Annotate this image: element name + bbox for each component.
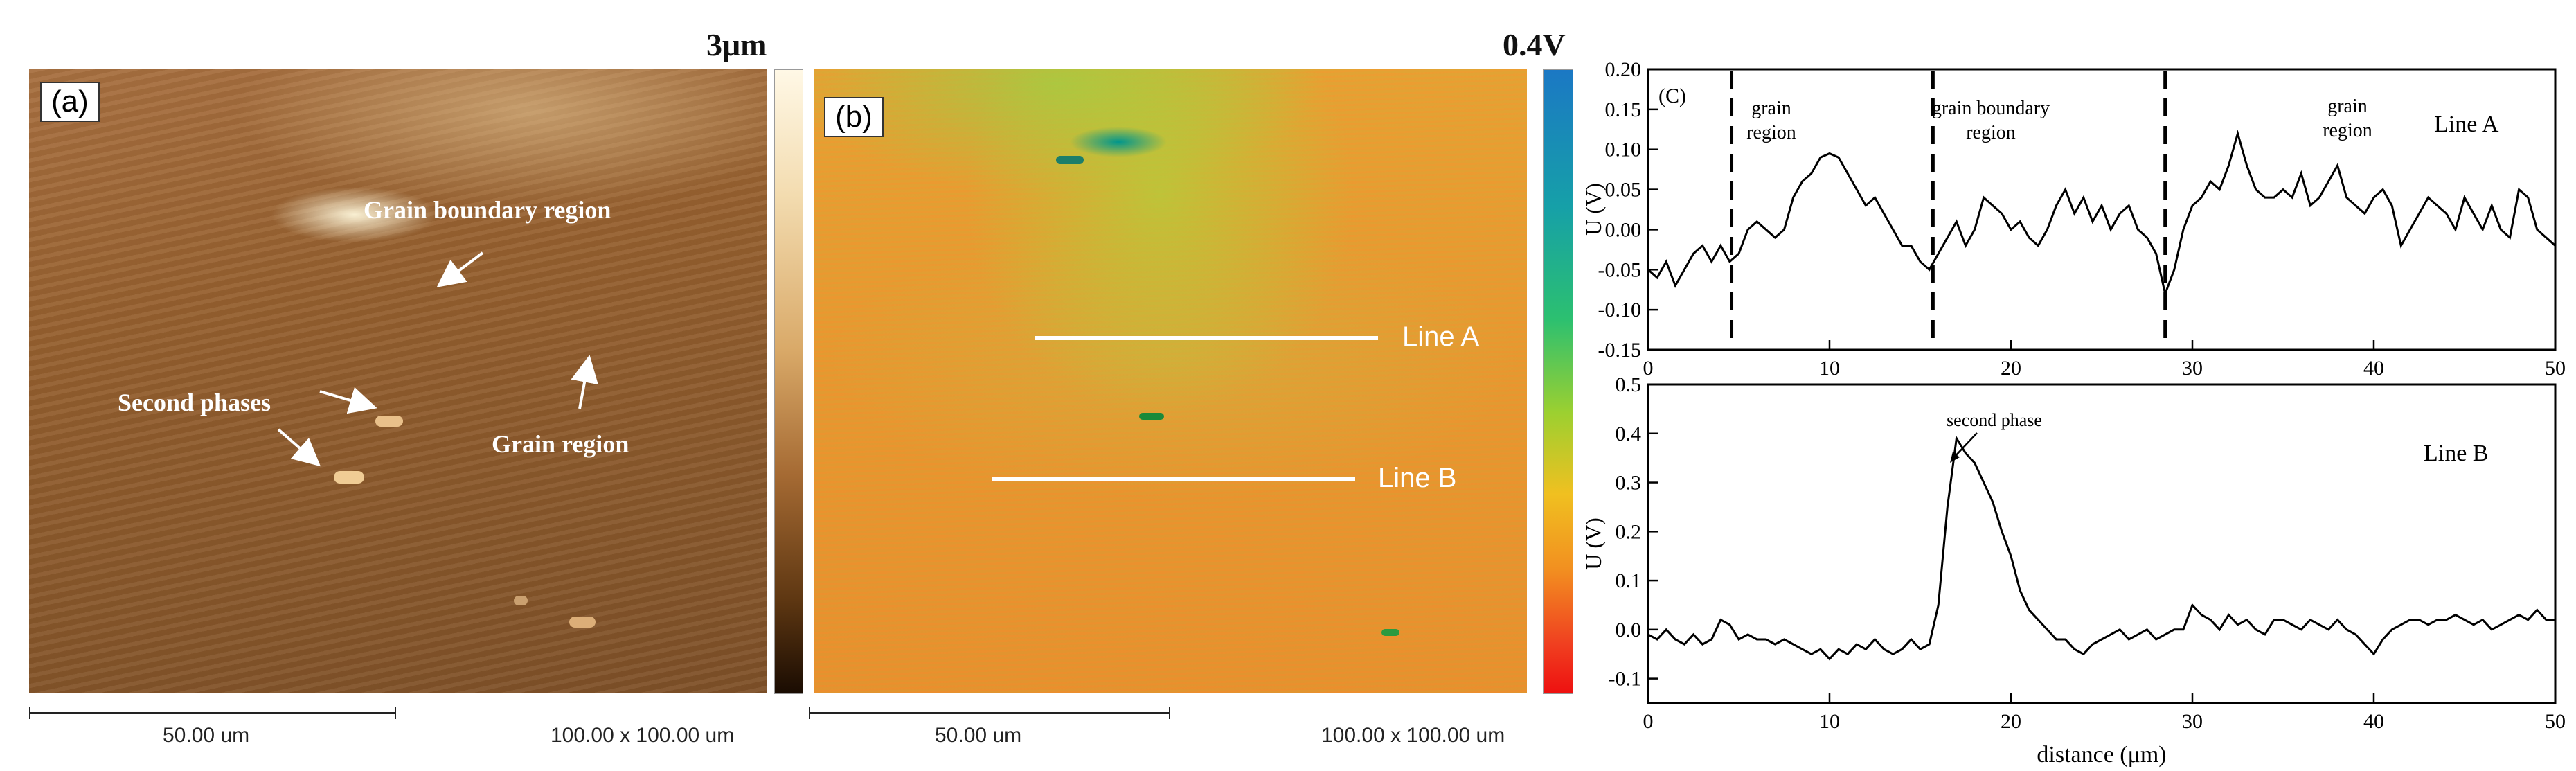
line-profile-charts: 0 10 20 30 40 50-0.15-0.10-0.050.000.050.100.…: [1586, 58, 2566, 768]
panel-a-colorbar-max: 3μm: [706, 27, 767, 62]
region-label-2-line1: grain boundary: [1932, 98, 2050, 119]
y-tick-label: 0.15: [1605, 98, 1642, 121]
panel-a-scale-bar: [29, 712, 396, 714]
line-b-profile: [1647, 435, 2555, 661]
second-phases-label: Second phases: [118, 389, 271, 416]
xlabel: distance (μm): [2037, 742, 2166, 768]
x-tick-label: 20: [2001, 710, 2021, 733]
panel-a-colorbar: [774, 69, 803, 694]
line-a-profile: [1647, 130, 2556, 298]
region-label-3-line2: region: [2323, 120, 2372, 141]
region-label-1-line2: region: [1746, 122, 1796, 143]
chart-top-frame: [1647, 68, 2557, 351]
y-tick-label: -0.15: [1598, 339, 1642, 362]
chart-bottom-frame: [1647, 383, 2557, 704]
region-label-2-line2: region: [1966, 122, 2016, 143]
second-phase-annotation: second phase: [1947, 410, 2042, 430]
x-tick-label: 10: [1819, 710, 1840, 733]
second-phase-spot: [1056, 156, 1084, 164]
y-tick-label: 0.00: [1605, 218, 1642, 241]
second-phase-arrow: [1953, 432, 1978, 458]
second-phase-spot: [1381, 629, 1399, 636]
line-a-marker: [1035, 336, 1378, 340]
x-tick-label: 20: [2001, 357, 2021, 380]
y-tick-label: 0.5: [1616, 373, 1642, 396]
panel-a-scan-size: 100.00 x 100.00 um: [551, 724, 735, 747]
y-tick-label: 0.1: [1616, 569, 1642, 592]
y-tick-label: 0.2: [1616, 520, 1642, 543]
panel-b-colorbar-max: 0.4V: [1503, 27, 1566, 62]
afm-topography-image: [29, 69, 767, 693]
ylabel-bottom: U (V): [1586, 517, 1606, 570]
second-phase-spot: [1139, 413, 1164, 420]
x-tick-label: 0: [1643, 710, 1654, 733]
top-line-label: Line A: [2434, 112, 2499, 137]
x-tick-label: 30: [2182, 357, 2203, 380]
line-b-marker: [992, 477, 1355, 481]
grain-boundary-label: Grain boundary region: [364, 196, 611, 224]
region-label-3-line1: grain: [2327, 96, 2368, 117]
arrow-second-phase-2: [277, 428, 321, 467]
second-phase-spot: [514, 596, 528, 605]
panel-b-scale-label: 50.00 um: [935, 724, 1022, 747]
second-phase-spot: [569, 617, 596, 628]
second-phase-spot: [334, 471, 364, 484]
kpfm-potential-image: [814, 69, 1527, 693]
y-tick-label: -0.10: [1598, 299, 1642, 321]
panel-b-colorbar: [1543, 69, 1573, 694]
panel-a-letter: (a): [40, 82, 100, 122]
y-tick-label: -0.1: [1609, 668, 1642, 691]
y-tick-label: 0.10: [1605, 139, 1642, 161]
y-tick-label: 0.0: [1616, 619, 1642, 641]
x-tick-label: 40: [2363, 710, 2384, 733]
x-tick-label: 0: [1643, 357, 1654, 380]
x-tick-label: 50: [2545, 357, 2566, 380]
y-tick-label: 0.20: [1605, 58, 1642, 81]
x-tick-label: 50: [2545, 710, 2566, 733]
panel-c-letter: (C): [1658, 85, 1686, 107]
y-tick-label: -0.05: [1598, 258, 1642, 281]
panel-b-letter: (b): [824, 97, 884, 137]
bottom-line-label: Line B: [2424, 441, 2488, 466]
panel-b-scan-size: 100.00 x 100.00 um: [1321, 724, 1505, 747]
grain-region-label: Grain region: [492, 430, 629, 458]
arrow-grain-region: [571, 355, 598, 409]
x-tick-label: 30: [2182, 710, 2203, 733]
panel-a-scale-label: 50.00 um: [163, 724, 250, 747]
afm-arrows: [277, 251, 598, 467]
y-tick-label: 0.3: [1616, 472, 1642, 495]
arrow-grain-boundary: [436, 251, 484, 287]
second-phase-spot: [375, 416, 403, 427]
arrow-second-phase-1: [319, 387, 377, 414]
y-tick-label: 0.05: [1605, 179, 1642, 202]
y-tick-label: 0.4: [1616, 423, 1642, 445]
ylabel-top: U (V): [1586, 183, 1606, 236]
line-a-label: Line A: [1402, 321, 1480, 352]
x-tick-label: 10: [1819, 357, 1840, 380]
panel-b-scale-bar: [809, 712, 1170, 714]
x-tick-label: 40: [2363, 357, 2384, 380]
region-label-1-line1: grain: [1751, 98, 1791, 119]
line-b-label: Line B: [1378, 463, 1457, 493]
